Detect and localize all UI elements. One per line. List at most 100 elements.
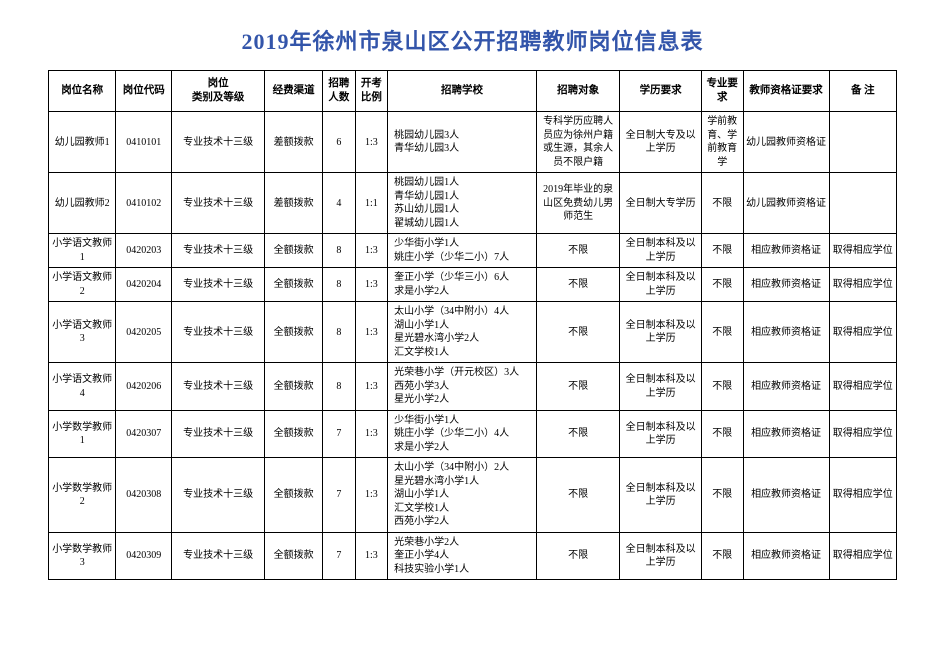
cell-major: 不限 — [701, 410, 743, 458]
cell-school: 桃园幼儿园3人 青华幼儿园3人 — [388, 112, 537, 173]
cell-fund: 差额拨款 — [265, 173, 323, 234]
cell-edu: 全日制本科及以上学历 — [620, 532, 701, 580]
cell-name: 幼儿园教师2 — [49, 173, 116, 234]
cell-remark — [829, 112, 896, 173]
cell-major: 不限 — [701, 234, 743, 268]
cell-ratio: 1:1 — [355, 173, 388, 234]
cell-target: 不限 — [536, 363, 620, 411]
cell-major: 学前教育、学前教育学 — [701, 112, 743, 173]
cell-cert: 相应教师资格证 — [743, 363, 829, 411]
table-row: 小学语文教师10420203专业技术十三级全额拨款81:3少华街小学1人 姚庄小… — [49, 234, 897, 268]
th-count: 招聘 人数 — [323, 71, 356, 112]
cell-remark: 取得相应学位 — [829, 234, 896, 268]
page-title: 2019年徐州市泉山区公开招聘教师岗位信息表 — [48, 24, 897, 56]
table-row: 小学语文教师20420204专业技术十三级全额拨款81:3奎正小学（少华三小）6… — [49, 268, 897, 302]
cell-fund: 全额拨款 — [265, 532, 323, 580]
cell-cert: 相应教师资格证 — [743, 302, 829, 363]
cell-school: 桃园幼儿园1人 青华幼儿园1人 苏山幼儿园1人 翟城幼儿园1人 — [388, 173, 537, 234]
cell-count: 8 — [323, 363, 356, 411]
cell-class: 专业技术十三级 — [172, 363, 265, 411]
cell-class: 专业技术十三级 — [172, 302, 265, 363]
table-row: 小学数学教师10420307专业技术十三级全额拨款71:3少华街小学1人 姚庄小… — [49, 410, 897, 458]
cell-remark: 取得相应学位 — [829, 363, 896, 411]
cell-edu: 全日制本科及以上学历 — [620, 234, 701, 268]
cell-name: 小学语文教师2 — [49, 268, 116, 302]
table-body: 幼儿园教师10410101专业技术十三级差额拨款61:3桃园幼儿园3人 青华幼儿… — [49, 112, 897, 580]
cell-target: 不限 — [536, 268, 620, 302]
cell-remark: 取得相应学位 — [829, 532, 896, 580]
cell-count: 7 — [323, 458, 356, 533]
cell-name: 小学数学教师1 — [49, 410, 116, 458]
cell-target: 专科学历应聘人员应为徐州户籍或生源，其余人员不限户籍 — [536, 112, 620, 173]
cell-fund: 全额拨款 — [265, 234, 323, 268]
cell-code: 0420205 — [116, 302, 172, 363]
cell-ratio: 1:3 — [355, 112, 388, 173]
cell-class: 专业技术十三级 — [172, 173, 265, 234]
table-row: 小学语文教师40420206专业技术十三级全额拨款81:3光荣巷小学（开元校区）… — [49, 363, 897, 411]
cell-major: 不限 — [701, 173, 743, 234]
cell-edu: 全日制大专及以上学历 — [620, 112, 701, 173]
cell-count: 6 — [323, 112, 356, 173]
cell-edu: 全日制本科及以上学历 — [620, 363, 701, 411]
cell-ratio: 1:3 — [355, 363, 388, 411]
cell-target: 2019年毕业的泉山区免费幼儿男师范生 — [536, 173, 620, 234]
cell-edu: 全日制本科及以上学历 — [620, 458, 701, 533]
job-table: 岗位名称 岗位代码 岗位 类别及等级 经费渠道 招聘 人数 开考 比例 招聘学校… — [48, 70, 897, 580]
table-row: 幼儿园教师20410102专业技术十三级差额拨款41:1桃园幼儿园1人 青华幼儿… — [49, 173, 897, 234]
cell-major: 不限 — [701, 268, 743, 302]
cell-ratio: 1:3 — [355, 234, 388, 268]
cell-code: 0420309 — [116, 532, 172, 580]
cell-fund: 全额拨款 — [265, 458, 323, 533]
cell-class: 专业技术十三级 — [172, 268, 265, 302]
th-major: 专业要 求 — [701, 71, 743, 112]
cell-cert: 幼儿园教师资格证 — [743, 112, 829, 173]
cell-remark — [829, 173, 896, 234]
cell-name: 小学数学教师3 — [49, 532, 116, 580]
cell-class: 专业技术十三级 — [172, 112, 265, 173]
cell-class: 专业技术十三级 — [172, 532, 265, 580]
cell-ratio: 1:3 — [355, 458, 388, 533]
th-school: 招聘学校 — [388, 71, 537, 112]
cell-code: 0420308 — [116, 458, 172, 533]
cell-class: 专业技术十三级 — [172, 234, 265, 268]
cell-cert: 相应教师资格证 — [743, 234, 829, 268]
cell-target: 不限 — [536, 458, 620, 533]
th-edu: 学历要求 — [620, 71, 701, 112]
cell-school: 少华街小学1人 姚庄小学（少华二小）7人 — [388, 234, 537, 268]
cell-name: 小学语文教师1 — [49, 234, 116, 268]
cell-edu: 全日制本科及以上学历 — [620, 302, 701, 363]
cell-count: 7 — [323, 532, 356, 580]
cell-major: 不限 — [701, 363, 743, 411]
th-remark: 备 注 — [829, 71, 896, 112]
cell-remark: 取得相应学位 — [829, 268, 896, 302]
table-row: 小学数学教师20420308专业技术十三级全额拨款71:3太山小学（34中附小）… — [49, 458, 897, 533]
cell-fund: 全额拨款 — [265, 410, 323, 458]
cell-major: 不限 — [701, 532, 743, 580]
table-row: 小学语文教师30420205专业技术十三级全额拨款81:3太山小学（34中附小）… — [49, 302, 897, 363]
cell-code: 0420206 — [116, 363, 172, 411]
cell-name: 小学语文教师4 — [49, 363, 116, 411]
th-code: 岗位代码 — [116, 71, 172, 112]
cell-fund: 全额拨款 — [265, 363, 323, 411]
cell-ratio: 1:3 — [355, 532, 388, 580]
cell-remark: 取得相应学位 — [829, 410, 896, 458]
table-row: 小学数学教师30420309专业技术十三级全额拨款71:3光荣巷小学2人 奎正小… — [49, 532, 897, 580]
cell-code: 0410102 — [116, 173, 172, 234]
th-class: 岗位 类别及等级 — [172, 71, 265, 112]
cell-name: 小学语文教师3 — [49, 302, 116, 363]
cell-class: 专业技术十三级 — [172, 458, 265, 533]
cell-edu: 全日制本科及以上学历 — [620, 268, 701, 302]
cell-target: 不限 — [536, 234, 620, 268]
table-header: 岗位名称 岗位代码 岗位 类别及等级 经费渠道 招聘 人数 开考 比例 招聘学校… — [49, 71, 897, 112]
cell-count: 4 — [323, 173, 356, 234]
cell-cert: 相应教师资格证 — [743, 410, 829, 458]
th-name: 岗位名称 — [49, 71, 116, 112]
cell-name: 幼儿园教师1 — [49, 112, 116, 173]
cell-edu: 全日制大专学历 — [620, 173, 701, 234]
cell-count: 7 — [323, 410, 356, 458]
cell-cert: 相应教师资格证 — [743, 268, 829, 302]
table-row: 幼儿园教师10410101专业技术十三级差额拨款61:3桃园幼儿园3人 青华幼儿… — [49, 112, 897, 173]
cell-name: 小学数学教师2 — [49, 458, 116, 533]
cell-ratio: 1:3 — [355, 410, 388, 458]
cell-cert: 幼儿园教师资格证 — [743, 173, 829, 234]
